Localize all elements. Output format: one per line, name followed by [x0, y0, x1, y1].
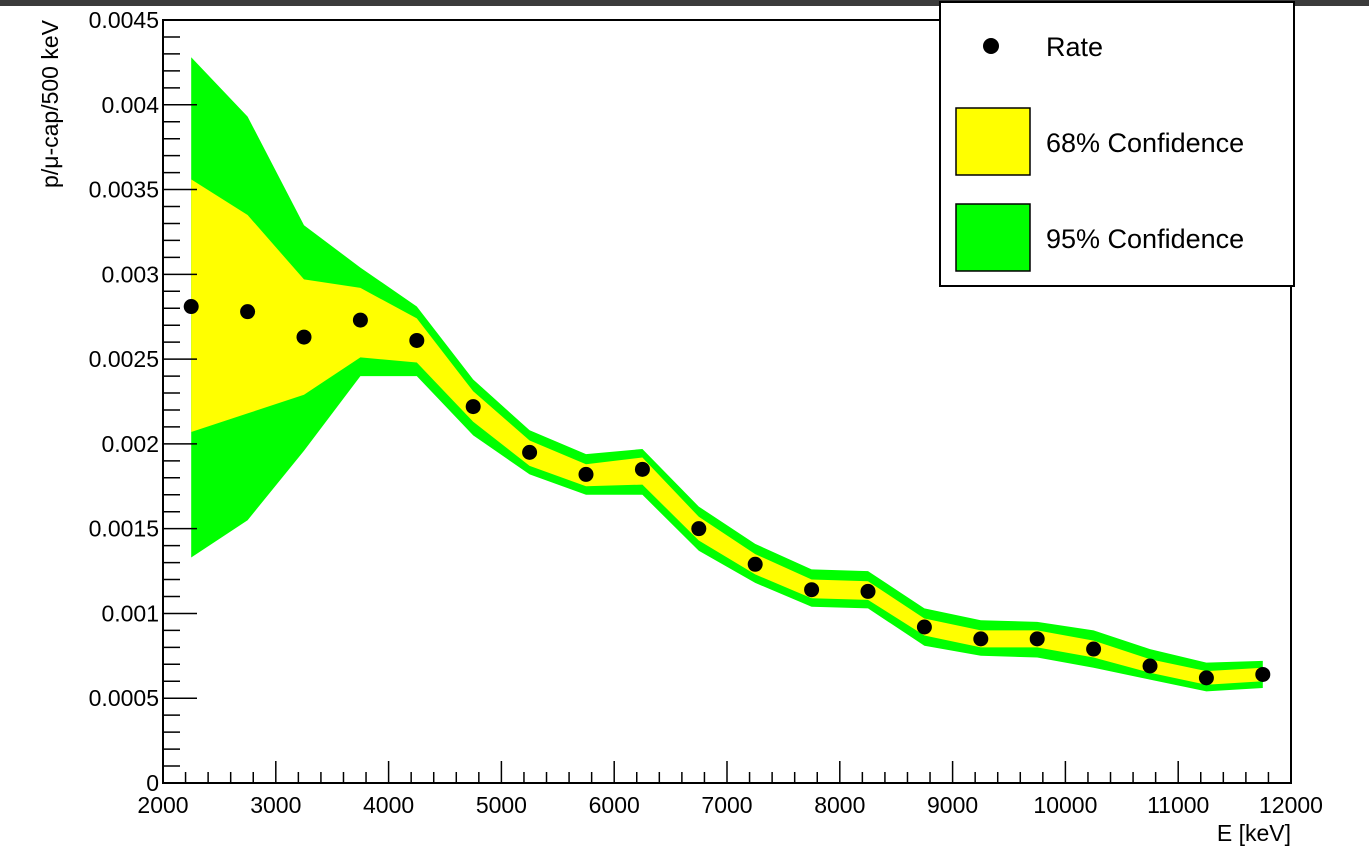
rate-point: [183, 299, 199, 315]
legend-68-swatch: [955, 107, 1031, 176]
y-tick-label: 0.0015: [89, 516, 159, 542]
x-tick-label: 9000: [927, 792, 978, 818]
rate-point: [296, 329, 312, 345]
rate-point: [352, 312, 368, 328]
legend-95-swatch: [955, 203, 1031, 272]
confidence-bands: [191, 57, 1263, 692]
rate-point: [916, 619, 932, 635]
rate-point: [409, 332, 425, 348]
rate-point: [1255, 666, 1271, 682]
x-tick-label: 8000: [814, 792, 865, 818]
y-tick-labels: 0 0.0005 0.001 0.0015 0.002 0.0025 0.003 0.0035…: [89, 7, 160, 796]
legend-rate-marker: [983, 38, 999, 54]
y-tick-label: 0: [146, 770, 159, 796]
x-tick-label: 6000: [589, 792, 640, 818]
band-95: [191, 57, 1263, 692]
rate-point: [1142, 658, 1158, 674]
rate-point: [578, 466, 594, 482]
x-tick-label: 12000: [1259, 792, 1323, 818]
rate-point: [1029, 631, 1045, 647]
rate-points: [183, 299, 1271, 686]
x-tick-labels: 2000 3000 4000 5000 6000 7000 8000 9000 10000 110…: [137, 792, 1323, 818]
x-tick-label: 2000: [137, 792, 188, 818]
x-tick-label: 3000: [250, 792, 301, 818]
y-tick-label: 0.0025: [89, 346, 159, 372]
y-tick-label: 0.004: [101, 92, 159, 118]
y-tick-label: 0.0045: [89, 7, 159, 33]
legend-68-label: 68% Confidence: [1046, 128, 1244, 158]
rate-point: [747, 556, 763, 572]
y-axis-title: p/μ-cap/500 keV: [37, 19, 63, 188]
rate-point: [691, 521, 707, 537]
legend-95-label: 95% Confidence: [1046, 224, 1244, 254]
rate-point: [240, 304, 256, 320]
rate-point: [522, 444, 538, 460]
rate-point: [973, 631, 989, 647]
axis-ticks: [162, 19, 1292, 784]
rate-point: [1086, 641, 1102, 657]
x-tick-label: 4000: [363, 792, 414, 818]
y-tick-label: 0.001: [101, 600, 159, 626]
x-axis-title: E [keV]: [1217, 820, 1291, 846]
x-tick-label: 5000: [476, 792, 527, 818]
window-top-bar: [0, 0, 1369, 6]
rate-point: [860, 583, 876, 599]
y-tick-label: 0.002: [101, 431, 159, 457]
x-tick-label: 10000: [1033, 792, 1097, 818]
legend-rate-label: Rate: [1046, 32, 1103, 62]
legend: Rate 68% Confidence 95% Confidence: [939, 1, 1295, 287]
y-tick-label: 0.003: [101, 261, 159, 287]
y-tick-label: 0.0035: [89, 177, 159, 203]
x-tick-label: 11000: [1147, 792, 1209, 818]
rate-point: [804, 582, 820, 598]
x-tick-label: 7000: [701, 792, 752, 818]
rate-point: [634, 461, 650, 477]
rate-point: [1198, 670, 1214, 686]
rate-point: [465, 399, 481, 415]
y-tick-label: 0.0005: [89, 685, 159, 711]
